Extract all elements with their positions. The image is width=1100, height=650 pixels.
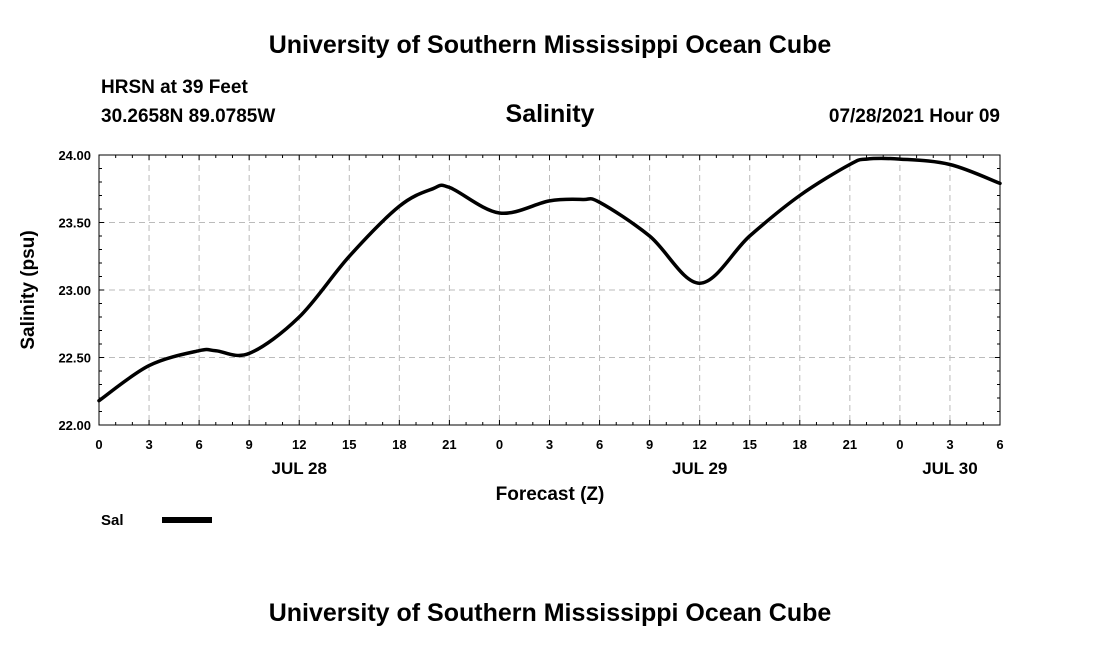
forecast-datetime: 07/28/2021 Hour 09: [828, 106, 1000, 127]
y-tick-label: 23.50: [58, 216, 91, 231]
y-tick-label: 22.50: [58, 351, 91, 366]
legend-label: Sal: [101, 512, 124, 529]
y-tick-label: 24.00: [58, 148, 91, 163]
x-tick-label: 21: [442, 437, 456, 452]
x-tick-label: 12: [292, 437, 306, 452]
footer-title: University of Southern Mississippi Ocean…: [268, 599, 832, 627]
x-tick-label: 6: [195, 437, 202, 452]
chart-grid: [99, 155, 1000, 425]
x-tick-label: 21: [843, 437, 857, 452]
y-axis-title: Salinity (psu): [18, 230, 39, 349]
chart-legend: Sal: [101, 512, 212, 529]
day-label: JUL 28: [271, 459, 326, 478]
x-tick-label: 18: [793, 437, 807, 452]
x-tick-label: 3: [546, 437, 553, 452]
y-tick-label: 22.00: [58, 418, 91, 433]
x-tick-label: 18: [392, 437, 406, 452]
x-tick-label: 9: [646, 437, 653, 452]
day-label: JUL 29: [672, 459, 727, 478]
x-axis-title: Forecast (Z): [496, 484, 605, 505]
chart-title: Salinity: [505, 100, 595, 128]
chart-series: [97, 156, 1002, 403]
x-tick-label: 0: [95, 437, 102, 452]
x-tick-label: 3: [145, 437, 152, 452]
day-label: JUL 30: [922, 459, 977, 478]
x-tick-label: 12: [692, 437, 706, 452]
chart-labels: 0 3 6 9 12 15 18 21 0 3 6 9 12 15 18 21 0 3 6 22.00 22.50 23.…: [18, 148, 1004, 505]
series-line-sal: [97, 156, 1002, 403]
x-tick-label: 0: [896, 437, 903, 452]
x-tick-label: 0: [496, 437, 503, 452]
x-tick-label: 3: [946, 437, 953, 452]
station-label: HRSN at 39 Feet: [101, 77, 248, 98]
x-tick-label: 9: [246, 437, 253, 452]
x-tick-label: 6: [996, 437, 1003, 452]
chart-ticks: [98, 154, 1001, 426]
x-tick-label: 15: [742, 437, 756, 452]
coordinates-label: 30.2658N 89.0785W: [101, 106, 276, 127]
x-tick-label: 15: [342, 437, 356, 452]
x-tick-label: 6: [596, 437, 603, 452]
page-title: University of Southern Mississippi Ocean…: [268, 31, 832, 59]
y-tick-label: 23.00: [58, 283, 91, 298]
